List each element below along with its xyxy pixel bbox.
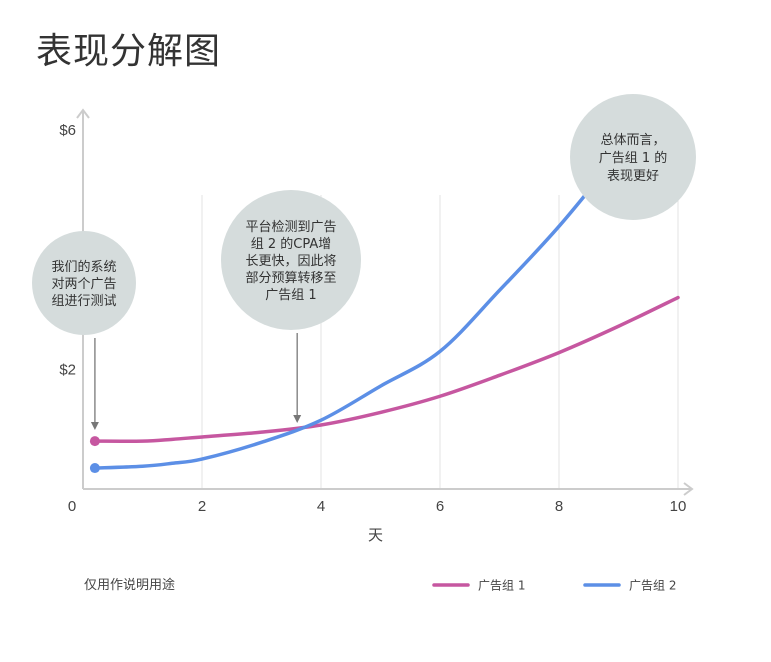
annotation-text-line: 对两个广告 xyxy=(51,277,116,292)
x-tick-8: 8 xyxy=(555,498,563,515)
chart-title: 表现分解图 xyxy=(36,31,222,72)
annotation-text-line: 平台检测到广告 xyxy=(245,220,336,235)
series-line-1 xyxy=(93,295,680,444)
x-tick-labels: 0 2 4 6 8 10 xyxy=(68,498,687,515)
footnote: 仅用作说明用途 xyxy=(84,577,175,593)
series-line-2 xyxy=(93,122,645,470)
annotation-text-line: 总体而言， xyxy=(600,133,665,148)
annotation-circle-a2 xyxy=(221,190,361,330)
x-axis-arrowhead xyxy=(683,482,694,496)
series-start-point-2 xyxy=(89,463,100,474)
y-tick-labels: $2 $6 xyxy=(59,122,76,378)
x-tick-4: 4 xyxy=(317,498,325,515)
x-tick-0: 0 xyxy=(68,498,76,515)
vertical-gridlines xyxy=(201,195,679,489)
annotation-text-line: 组进行测试 xyxy=(51,294,116,309)
annotation-arrowhead-a2 xyxy=(293,415,302,423)
y-tick-2: $2 xyxy=(59,361,76,378)
x-tick-6: 6 xyxy=(436,498,444,515)
annotation-text-line: 表现更好 xyxy=(607,169,659,184)
annotation-circle-a3 xyxy=(570,94,696,220)
legend-label-2: 广告组 2 xyxy=(629,579,676,593)
legend: 广告组 1 广告组 2 xyxy=(432,579,676,593)
y-tick-6: $6 xyxy=(59,122,76,139)
annotation-text-line: 广告组 1 xyxy=(265,288,316,303)
annotation-text-line: 部分预算转移至 xyxy=(245,271,336,286)
x-tick-10: 10 xyxy=(670,498,687,515)
legend-label-1: 广告组 1 xyxy=(478,579,525,593)
y-axis-arrowhead xyxy=(76,108,90,119)
annotation-text-line: 组 2 的CPA增 xyxy=(251,236,332,252)
annotation-text-line: 广告组 1 的 xyxy=(599,150,668,166)
x-axis-label: 天 xyxy=(368,526,383,544)
annotation-circle-a1 xyxy=(32,231,136,335)
series-lines xyxy=(89,122,680,474)
series-start-point-1 xyxy=(89,436,100,447)
annotation-text-line: 长更快，因此将 xyxy=(245,254,336,269)
x-tick-2: 2 xyxy=(198,498,206,515)
annotation-text-line: 我们的系统 xyxy=(51,259,116,275)
annotation-arrowhead-a1 xyxy=(90,422,99,430)
